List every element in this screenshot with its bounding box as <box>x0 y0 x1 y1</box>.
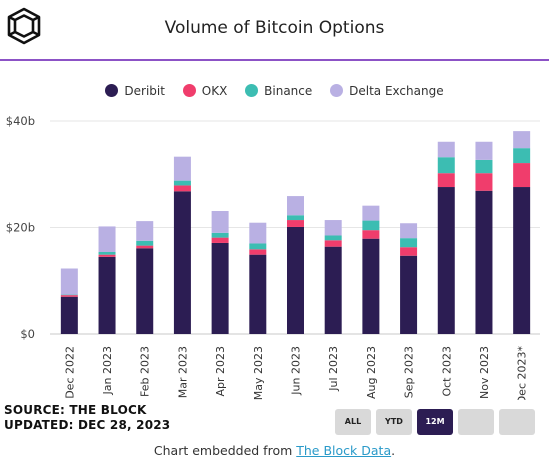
embed-suffix: . <box>391 443 396 458</box>
bar-segment-delta-exchange <box>400 223 418 239</box>
y-tick-label: $0 <box>20 327 35 341</box>
x-tick-label: Mar 2023 <box>176 346 189 398</box>
bar-segment-binance <box>400 238 418 248</box>
legend-label: Deribit <box>124 84 165 98</box>
bar-segment-delta-exchange <box>437 141 455 158</box>
legend-item-delta-exchange[interactable]: Delta Exchange <box>330 84 444 98</box>
bar-segment-delta-exchange <box>475 141 493 160</box>
bar-segment-delta-exchange <box>324 220 342 236</box>
legend-swatch-delta-exchange <box>330 84 344 97</box>
bar-segment-okx <box>287 220 304 227</box>
x-tick-label: Oct 2023 <box>440 346 453 397</box>
x-tick-label: Dec 2022 <box>63 346 76 399</box>
x-tick-label: Jun 2023 <box>290 346 303 396</box>
x-tick-label: Dec 2023* <box>516 346 529 400</box>
bar-segment-deribit <box>437 187 455 334</box>
x-tick-label: Nov 2023 <box>478 346 491 399</box>
embed-note: Chart embedded from The Block Data. <box>0 443 549 458</box>
bar-segment-binance <box>362 220 380 231</box>
source-line: SOURCE: THE BLOCK <box>4 403 147 417</box>
bar-segment-okx <box>513 163 531 188</box>
header-divider <box>0 59 549 61</box>
bar-segment-delta-exchange <box>173 156 191 181</box>
y-tick-label: $20b <box>6 221 35 235</box>
bar-segment-binance <box>98 251 116 255</box>
bar-segment-okx <box>60 295 78 297</box>
bar-segment-binance <box>136 240 154 246</box>
source-note: SOURCE: THE BLOCK UPDATED: DEC 28, 2023 <box>4 403 170 433</box>
bar-segment-okx <box>400 247 418 256</box>
range-button-all[interactable]: ALL <box>335 409 371 435</box>
bar-segment-deribit <box>287 226 304 334</box>
bar-segment-deribit <box>173 191 191 334</box>
the-block-logo-icon <box>7 7 41 45</box>
x-tick-label: Jan 2023 <box>101 346 114 395</box>
stacked-bar-chart: $0 $20b $40b Dec 2022 Jan 2023 Feb 2023 Mar 20… <box>6 114 540 400</box>
bar-segment-delta-exchange <box>287 196 304 216</box>
embed-prefix: Chart embedded from <box>153 443 297 458</box>
bar-segment-binance <box>173 180 191 186</box>
bar-segment-deribit <box>60 296 78 334</box>
legend-swatch-deribit <box>105 84 119 97</box>
bar-segment-deribit <box>513 187 531 334</box>
chart-legend: Deribit OKX Binance Delta Exchange <box>0 84 549 98</box>
legend-item-deribit[interactable]: Deribit <box>105 84 165 98</box>
bar-segment-binance <box>437 157 455 174</box>
x-tick-label: Jul 2023 <box>327 346 340 392</box>
range-button-ytd[interactable]: YTD <box>376 409 412 435</box>
y-tick-label: $40b <box>6 114 35 128</box>
bar-segment-deribit <box>211 242 229 334</box>
bar-segment-binance <box>60 294 78 296</box>
chart-title: Volume of Bitcoin Options <box>164 18 385 38</box>
bar-segment-deribit <box>98 256 116 334</box>
bar-segment-delta-exchange <box>136 221 154 241</box>
bar-segment-delta-exchange <box>249 222 267 244</box>
bar-segment-binance <box>211 232 229 238</box>
legend-label: OKX <box>201 84 228 98</box>
bar-segment-okx <box>324 240 342 247</box>
the-block-data-link[interactable]: The Block Data <box>296 443 392 458</box>
bar-segment-delta-exchange <box>98 226 116 252</box>
bar-segment-deribit <box>324 246 342 334</box>
updated-line: UPDATED: DEC 28, 2023 <box>4 418 171 432</box>
bar-segment-binance <box>475 159 493 174</box>
x-tick-label: Apr 2023 <box>214 346 227 397</box>
bar-segment-okx <box>475 173 493 191</box>
bar-segment-deribit <box>249 254 267 334</box>
legend-label: Delta Exchange <box>349 84 444 98</box>
range-button-12m[interactable]: 12M <box>417 409 453 435</box>
bar-segment-okx <box>136 245 154 249</box>
bar-segment-okx <box>249 249 267 255</box>
legend-label: Binance <box>264 84 313 98</box>
bar-segment-deribit <box>400 255 418 334</box>
bar-segment-deribit <box>475 190 493 334</box>
bar-segment-deribit <box>362 238 380 334</box>
bar-segment-delta-exchange <box>513 131 531 149</box>
x-tick-label: Aug 2023 <box>365 346 378 399</box>
bar-segment-delta-exchange <box>211 210 229 233</box>
chart-header: Volume of Bitcoin Options <box>0 0 549 60</box>
legend-swatch-okx <box>182 84 196 97</box>
bar-segment-delta-exchange <box>362 205 380 221</box>
x-tick-label: May 2023 <box>252 346 265 400</box>
bar-segment-okx <box>173 185 191 192</box>
bar-segment-binance <box>513 148 531 164</box>
range-button-extra-1[interactable] <box>458 409 494 435</box>
x-tick-label: Sep 2023 <box>403 346 416 398</box>
bar-segment-okx <box>362 230 380 239</box>
bar-segment-delta-exchange <box>60 268 78 295</box>
range-button-extra-2[interactable] <box>499 409 535 435</box>
bar-segment-okx <box>98 254 116 257</box>
legend-item-okx[interactable]: OKX <box>182 84 228 98</box>
bar-segment-binance <box>324 235 342 241</box>
bar-segment-binance <box>287 215 304 221</box>
bar-segment-binance <box>249 243 267 250</box>
x-tick-label: Feb 2023 <box>139 346 152 397</box>
bar-segment-okx <box>437 173 455 188</box>
legend-item-binance[interactable]: Binance <box>245 84 312 98</box>
legend-swatch-binance <box>245 84 259 97</box>
bar-segment-okx <box>211 237 229 243</box>
bar-segment-deribit <box>136 248 154 334</box>
